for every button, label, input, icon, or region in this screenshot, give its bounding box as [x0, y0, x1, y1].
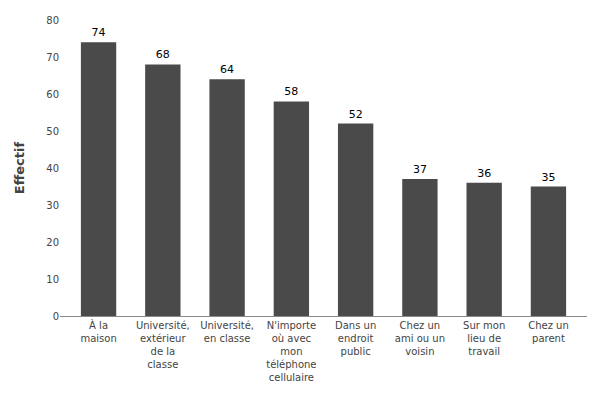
svg-text:50: 50 [46, 126, 59, 137]
svg-text:Chez unami ou unvoisin: Chez unami ou unvoisin [395, 320, 445, 357]
svg-text:Effectif: Effectif [12, 142, 27, 195]
svg-text:58: 58 [284, 85, 298, 98]
svg-text:60: 60 [46, 89, 59, 100]
svg-text:64: 64 [220, 63, 234, 76]
svg-text:Chez unparent: Chez unparent [528, 320, 569, 344]
svg-text:Sur monlieu detravail: Sur monlieu detravail [463, 320, 505, 357]
svg-text:30: 30 [46, 200, 59, 211]
svg-text:Dans unendroitpublic: Dans unendroitpublic [335, 320, 376, 357]
svg-text:Université,en classe: Université,en classe [200, 320, 254, 344]
svg-text:40: 40 [46, 163, 59, 174]
svg-text:0: 0 [53, 311, 59, 322]
svg-text:36: 36 [477, 167, 491, 180]
svg-text:10: 10 [46, 274, 59, 285]
svg-text:À lamaison: À lamaison [80, 319, 116, 344]
svg-text:20: 20 [46, 237, 59, 248]
svg-text:37: 37 [413, 163, 427, 176]
svg-text:80: 80 [46, 15, 59, 26]
svg-text:N'importeoù avecmontéléphonece: N'importeoù avecmontéléphonecellulaire [266, 320, 316, 383]
svg-text:68: 68 [156, 48, 170, 61]
svg-text:74: 74 [92, 26, 106, 39]
svg-text:35: 35 [541, 171, 555, 184]
svg-text:52: 52 [349, 108, 363, 121]
svg-text:70: 70 [46, 52, 59, 63]
svg-text:Université,extérieurde laclass: Université,extérieurde laclasse [136, 320, 190, 370]
